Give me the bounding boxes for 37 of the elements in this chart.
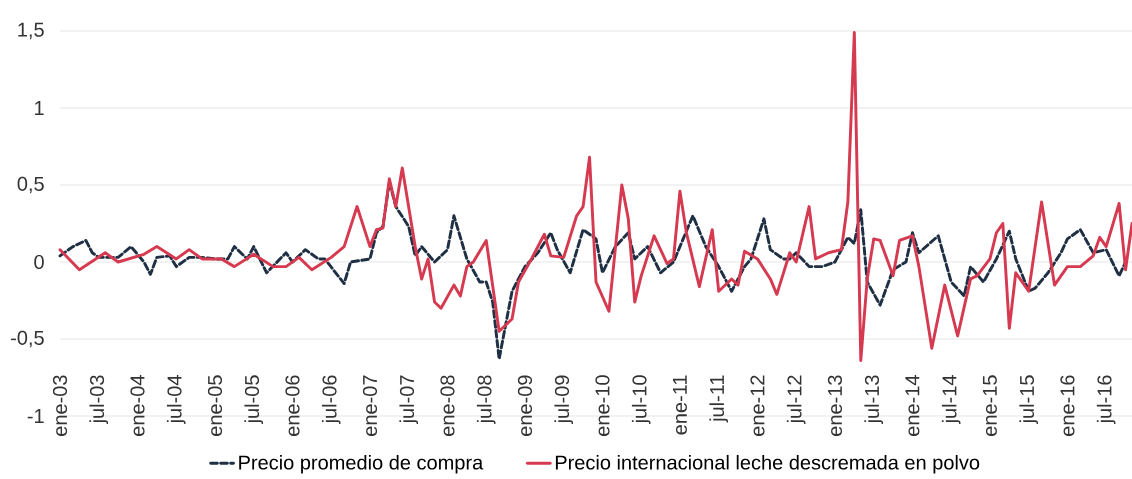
x-tick-label: ene-04 [130, 375, 145, 436]
x-tick-label: jul-06 [321, 375, 341, 424]
x-tick-label: jul-16 [1096, 375, 1116, 424]
legend-label: Precio promedio de compra [239, 454, 484, 474]
line-series [58, 31, 1132, 363]
x-tick-label: jul-12 [786, 375, 806, 424]
x-tick-label: ene-10 [595, 375, 610, 436]
x-tick-label: jul-11 [709, 375, 729, 423]
y-tick-label: 0 [34, 254, 44, 270]
y-tick-label: 1 [35, 101, 44, 115]
x-tick-label: jul-13 [864, 375, 883, 424]
y-tick-label: 1,5 [18, 22, 44, 40]
x-tick-label: ene-14 [905, 375, 920, 436]
x-tick-label: ene-13 [827, 375, 843, 436]
x-tick-label: jul-04 [166, 375, 186, 424]
y-tick-label: 0,5 [17, 176, 44, 194]
x-tick-label: ene-06 [285, 375, 300, 436]
x-tick-label: ene-11 [672, 375, 687, 435]
x-tick-label: ene-16 [1060, 375, 1075, 436]
x-tick-label: ene-07 [362, 375, 378, 436]
x-tick-label: jul-14 [941, 375, 961, 424]
x-tick-label: jul-07 [399, 375, 419, 424]
y-tick-label: -1 [27, 409, 44, 423]
x-tick-label: jul-05 [244, 375, 264, 424]
x-tick-label: ene-15 [982, 375, 997, 436]
x-tick-label: jul-10 [631, 375, 651, 424]
x-tick-label: ene-05 [207, 375, 223, 436]
y-tick-label: -0,5 [11, 330, 44, 348]
x-tick-label: ene-08 [440, 375, 455, 436]
x-tick-label: jul-03 [89, 375, 109, 424]
x-tick-label: ene-12 [750, 375, 765, 436]
legend-label: Precio internacional leche descremada en polvo [555, 454, 980, 474]
x-tick-label: jul-08 [476, 375, 496, 424]
x-tick-label: jul-15 [1019, 375, 1038, 424]
x-tick-label: ene-09 [517, 375, 533, 436]
x-tick-label: jul-09 [554, 375, 574, 424]
x-tick-label: ene-03 [52, 375, 68, 436]
